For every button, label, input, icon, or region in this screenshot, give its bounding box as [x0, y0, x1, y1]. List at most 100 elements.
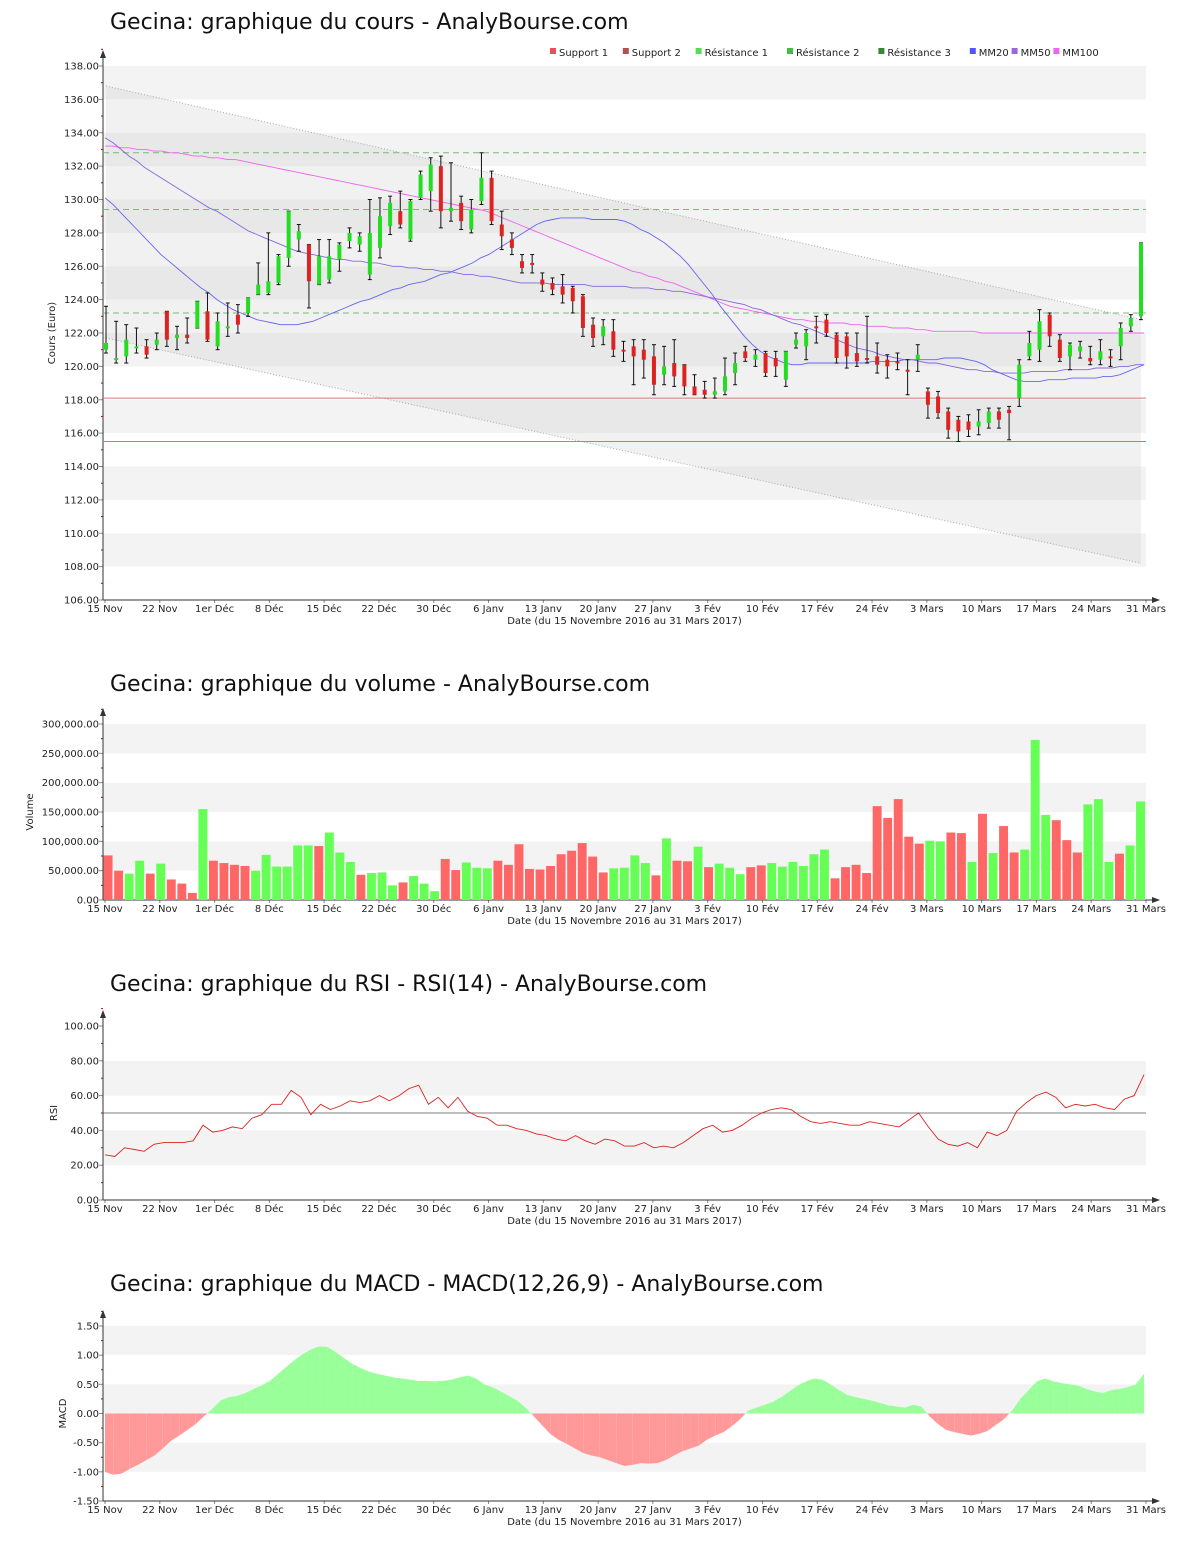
volume-bar — [451, 870, 461, 900]
macd-area-segment — [401, 1378, 411, 1414]
x-tick-label: 8 Déc — [255, 603, 284, 615]
candle-body — [591, 324, 596, 339]
candle-body — [296, 231, 301, 240]
candle-body — [986, 411, 991, 424]
macd-area-segment — [979, 1413, 988, 1434]
macd-area-segment — [207, 1408, 213, 1414]
candle — [509, 232, 514, 256]
macd-area-segment — [715, 1413, 724, 1436]
volume-bar — [609, 868, 619, 900]
candle-body — [398, 211, 403, 225]
candle-body — [256, 284, 261, 295]
candle — [692, 374, 697, 396]
macd-area-segment — [739, 1413, 746, 1420]
volume-bar — [851, 864, 861, 900]
candle-body — [550, 282, 555, 290]
candle-body — [408, 201, 413, 240]
volume-bar — [672, 860, 682, 900]
candle-body — [306, 244, 311, 282]
x-tick-label: 10 Mars — [962, 904, 1002, 915]
candle — [834, 332, 839, 364]
x-tick-label: 20 Janv — [579, 604, 616, 615]
candle-body — [1007, 409, 1012, 414]
volume-bar — [693, 846, 703, 900]
macd-area-segment — [344, 1358, 353, 1414]
macd-area-segment — [847, 1394, 856, 1414]
legend-item: Support 1 — [550, 48, 608, 59]
candle-body — [905, 369, 910, 372]
candle-body — [327, 256, 332, 280]
candle — [520, 254, 525, 274]
x-tick-label: 10 Mars — [962, 604, 1002, 615]
candle — [794, 332, 798, 349]
volume-bar — [419, 883, 429, 900]
y-axis-title: RSI — [49, 1105, 60, 1121]
candle-body — [144, 346, 149, 355]
macd-area-segment — [583, 1413, 592, 1456]
volume-bar — [841, 867, 851, 900]
candle-body — [915, 354, 920, 360]
y-tick-label: 200,000.00 — [42, 778, 99, 789]
volume-bar — [704, 867, 714, 900]
volume-bar — [567, 850, 577, 900]
x-tick-label: 3 Mars — [910, 1204, 944, 1215]
x-axis-arrow — [1152, 1197, 1160, 1203]
x-tick-label: 6 Janv — [473, 904, 504, 915]
macd-area-segment — [690, 1413, 699, 1449]
x-tick-label: 30 Déc — [416, 603, 451, 615]
macd-area-segment — [1078, 1385, 1087, 1414]
y-tick-label: 0.00 — [77, 1409, 99, 1420]
macd-area-segment — [261, 1380, 270, 1414]
volume-bar — [925, 840, 935, 900]
legend-item: MM20 — [969, 48, 1009, 59]
candle-body — [865, 358, 870, 361]
volume-bar — [535, 869, 545, 900]
candle — [824, 314, 829, 337]
y-tick-label: 122.00 — [64, 329, 99, 340]
macd-area-segment — [113, 1413, 122, 1475]
volume-bar — [356, 874, 366, 900]
volume-bar — [788, 861, 798, 900]
volume-bar — [219, 863, 229, 900]
x-tick-label: 10 Mars — [962, 1505, 1002, 1516]
candle-body — [438, 166, 443, 212]
volume-bar — [461, 862, 471, 900]
volume-bar — [1083, 804, 1093, 900]
candle-body — [662, 366, 667, 375]
volume-bar — [366, 873, 376, 900]
x-tick-label: 22 Nov — [142, 1505, 178, 1516]
candle — [398, 190, 403, 229]
candle — [1007, 405, 1012, 441]
x-tick-label: 17 Mars — [1016, 904, 1056, 915]
candle-body — [763, 353, 768, 374]
candle — [266, 232, 271, 296]
x-tick-label: 31 Mars — [1126, 604, 1166, 615]
x-tick-label: 15 Nov — [87, 1204, 123, 1215]
legend-label: Résistance 3 — [887, 47, 950, 59]
y-tick-label: -1.00 — [73, 1467, 99, 1478]
x-tick-label: 31 Mars — [1126, 1204, 1166, 1215]
candle — [195, 300, 200, 329]
y-tick-label: -0.50 — [73, 1438, 99, 1449]
macd-area-segment — [558, 1413, 567, 1444]
volume-bar — [830, 878, 840, 900]
candle — [388, 195, 393, 236]
x-tick-label: 15 Nov — [87, 904, 123, 915]
y-tick-label: 100.00 — [64, 1022, 99, 1033]
x-tick-label: 17 Fév — [801, 1203, 834, 1215]
macd-area-segment — [789, 1385, 798, 1414]
x-tick-label: 10 Fév — [746, 1203, 779, 1215]
volume-bar — [630, 855, 640, 900]
trend-channel-lower — [105, 337, 1142, 564]
candle-body — [1128, 317, 1133, 327]
x-tick-label: 17 Fév — [801, 603, 834, 615]
candle-body — [246, 297, 251, 313]
price-chart-title: Gecina: graphique du cours - AnalyBourse… — [110, 10, 629, 35]
candle — [459, 195, 464, 231]
y-tick-label: 128.00 — [64, 228, 99, 239]
legend-label: MM20 — [979, 48, 1009, 59]
x-tick-label: 13 Janv — [525, 904, 562, 915]
candle-body — [1047, 314, 1052, 337]
macd-area-segment — [443, 1379, 452, 1414]
volume-bar — [661, 838, 671, 900]
